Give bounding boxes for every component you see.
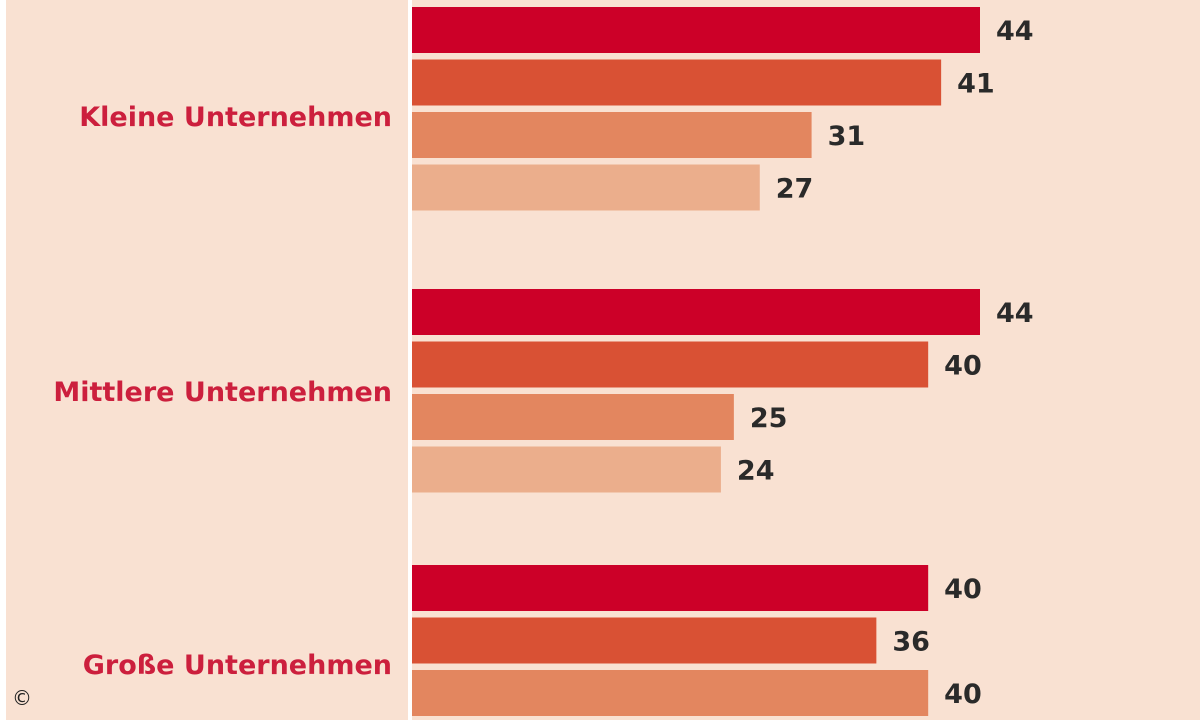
category-label: Große Unternehmen: [83, 650, 392, 681]
bar-value-label: 41: [957, 69, 995, 100]
bar-value-label: 40: [944, 574, 982, 605]
bar: [412, 164, 760, 211]
bar: [412, 565, 929, 611]
bar: [412, 617, 877, 664]
category-label: Kleine Unternehmen: [79, 102, 392, 133]
bar-value-label: 25: [750, 403, 788, 434]
bar-value-label: 36: [892, 627, 930, 658]
bar: [412, 112, 812, 158]
bar-value-label: 40: [944, 679, 982, 710]
bar: [412, 446, 721, 493]
left-frame-strip: [0, 0, 6, 720]
bar: [412, 394, 734, 440]
bar-value-label: 31: [828, 121, 866, 152]
copyright-mark: ©: [12, 686, 32, 710]
bar: [412, 289, 980, 335]
bar: [412, 59, 942, 106]
bar: [412, 7, 980, 53]
category-label: Mittlere Unternehmen: [53, 377, 392, 408]
bars-layer: [412, 7, 980, 716]
bar: [412, 670, 929, 716]
bar-value-label: 44: [996, 298, 1034, 329]
bar-value-label: 40: [944, 351, 982, 382]
bar-value-label: 44: [996, 16, 1034, 47]
bar-value-label: 27: [776, 174, 814, 205]
bar-value-label: 24: [737, 456, 775, 487]
category-labels-layer: Kleine Unternehmen Mittlere Unternehmen Gr…: [53, 102, 392, 681]
bar: [412, 341, 929, 388]
